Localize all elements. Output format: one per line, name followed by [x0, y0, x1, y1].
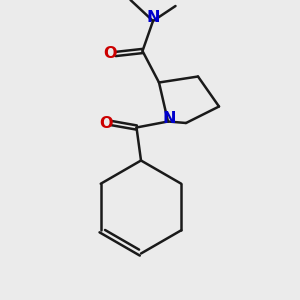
Text: O: O [103, 46, 117, 62]
Text: N: N [146, 11, 160, 26]
Text: N: N [163, 111, 176, 126]
Text: O: O [99, 116, 112, 130]
